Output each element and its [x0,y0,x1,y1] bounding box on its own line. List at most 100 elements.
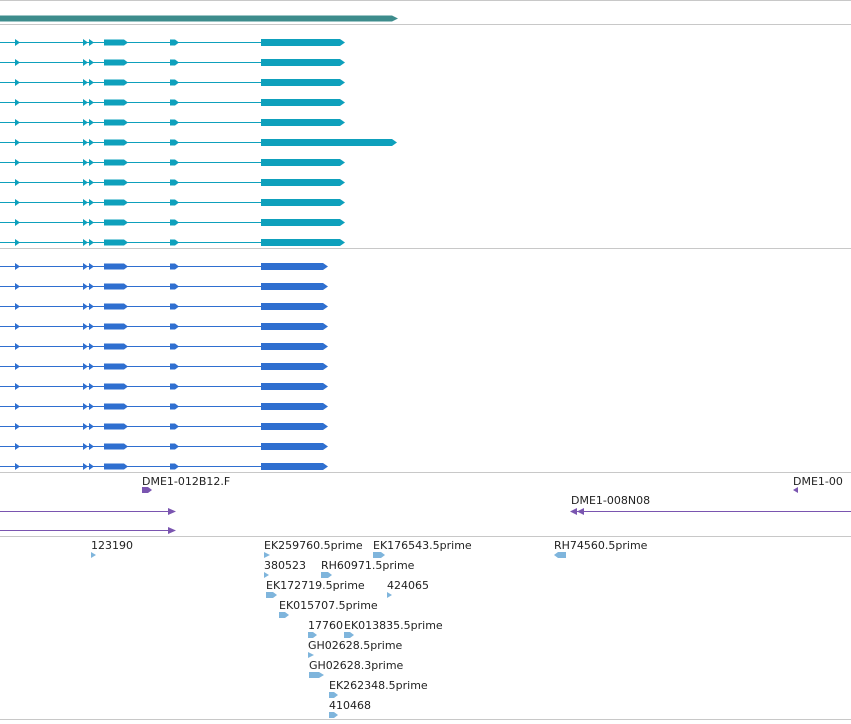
exon-block [261,199,345,206]
est-label: 424065 [387,579,429,592]
est-feature[interactable] [266,592,277,598]
est-feature[interactable] [264,552,270,558]
exon-marker [15,59,20,66]
est-feature[interactable] [554,552,566,558]
exon-marker [89,363,94,370]
transcript-row[interactable] [0,139,397,146]
exon-block [170,403,179,410]
est-feature[interactable] [308,632,317,638]
exon-block [104,219,128,226]
exon-block [261,239,345,246]
gene-summary-feature[interactable] [0,15,398,22]
exon-marker [89,383,94,390]
exon-block [170,159,179,166]
clone-end-arrow [168,527,176,534]
est-feature[interactable] [91,552,96,558]
exon-marker [15,239,20,246]
exon-marker [15,343,20,350]
exon-block [261,139,397,146]
transcript-row[interactable] [0,303,328,310]
exon-marker [15,283,20,290]
transcript-row[interactable] [0,79,345,86]
exon-block [261,463,328,470]
exon-marker [83,443,88,450]
clone-end-feature[interactable] [142,487,152,493]
exon-block [104,323,128,330]
exon-marker [83,219,88,226]
exon-marker [83,303,88,310]
gene-summary-track [0,15,398,22]
est-feature[interactable] [321,572,332,578]
exon-marker [83,423,88,430]
exon-block [104,59,128,66]
est-label: RH74560.5prime [554,539,648,552]
exon-block [104,363,128,370]
transcript-row[interactable] [0,159,345,166]
exon-marker [83,323,88,330]
clone-end-feature[interactable] [793,487,798,493]
est-label: EK015707.5prime [279,599,378,612]
clone-end-arrow [168,508,176,515]
exon-marker [89,219,94,226]
exon-block [104,99,128,106]
exon-block [104,179,128,186]
transcript-row[interactable] [0,463,328,470]
exon-block [261,283,328,290]
exon-marker [15,199,20,206]
exon-block [170,39,179,46]
est-feature[interactable] [329,712,338,718]
transcript-row[interactable] [0,179,345,186]
transcript-row[interactable] [0,383,328,390]
exon-marker [83,199,88,206]
est-track: 123190 EK259760.5prime EK176543.5prime R… [91,539,648,718]
exon-marker [89,423,94,430]
transcript-row[interactable] [0,283,328,290]
exon-marker [89,199,94,206]
est-feature[interactable] [309,672,324,678]
transcript-row[interactable] [0,219,345,226]
exon-marker [83,263,88,270]
transcript-row[interactable] [0,363,328,370]
exon-marker [89,99,94,106]
exon-block [261,59,345,66]
transcript-row[interactable] [0,343,328,350]
transcript-row[interactable] [0,99,345,106]
est-feature[interactable] [329,692,338,698]
est-feature[interactable] [308,652,314,658]
est-feature[interactable] [279,612,289,618]
transcript-row[interactable] [0,403,328,410]
est-feature[interactable] [373,552,385,558]
transcript-row[interactable] [0,239,345,246]
transcript-row[interactable] [0,59,345,66]
exon-marker [83,159,88,166]
exon-block [170,179,179,186]
exon-marker [15,363,20,370]
exon-marker [89,79,94,86]
exon-block [104,403,128,410]
exon-marker [89,59,94,66]
exon-marker [89,343,94,350]
transcript-row[interactable] [0,423,328,430]
exon-marker [89,179,94,186]
transcript-row[interactable] [0,39,345,46]
exon-block [104,383,128,390]
est-label: EK176543.5prime [373,539,472,552]
transcript-row[interactable] [0,263,328,270]
exon-block [170,99,179,106]
exon-block [261,303,328,310]
transcript-row[interactable] [0,119,345,126]
transcript-row[interactable] [0,199,345,206]
clone-end-track: DME1-012B12.F DME1-00 DME1-008N08 [0,475,851,534]
exon-marker [83,363,88,370]
est-feature[interactable] [344,632,354,638]
exon-block [104,263,128,270]
est-feature[interactable] [264,572,269,578]
transcript-row[interactable] [0,323,328,330]
exon-block [104,79,128,86]
exon-marker [15,179,20,186]
exon-block [261,179,345,186]
est-feature[interactable] [387,592,392,598]
exon-marker [89,403,94,410]
transcript-row[interactable] [0,443,328,450]
